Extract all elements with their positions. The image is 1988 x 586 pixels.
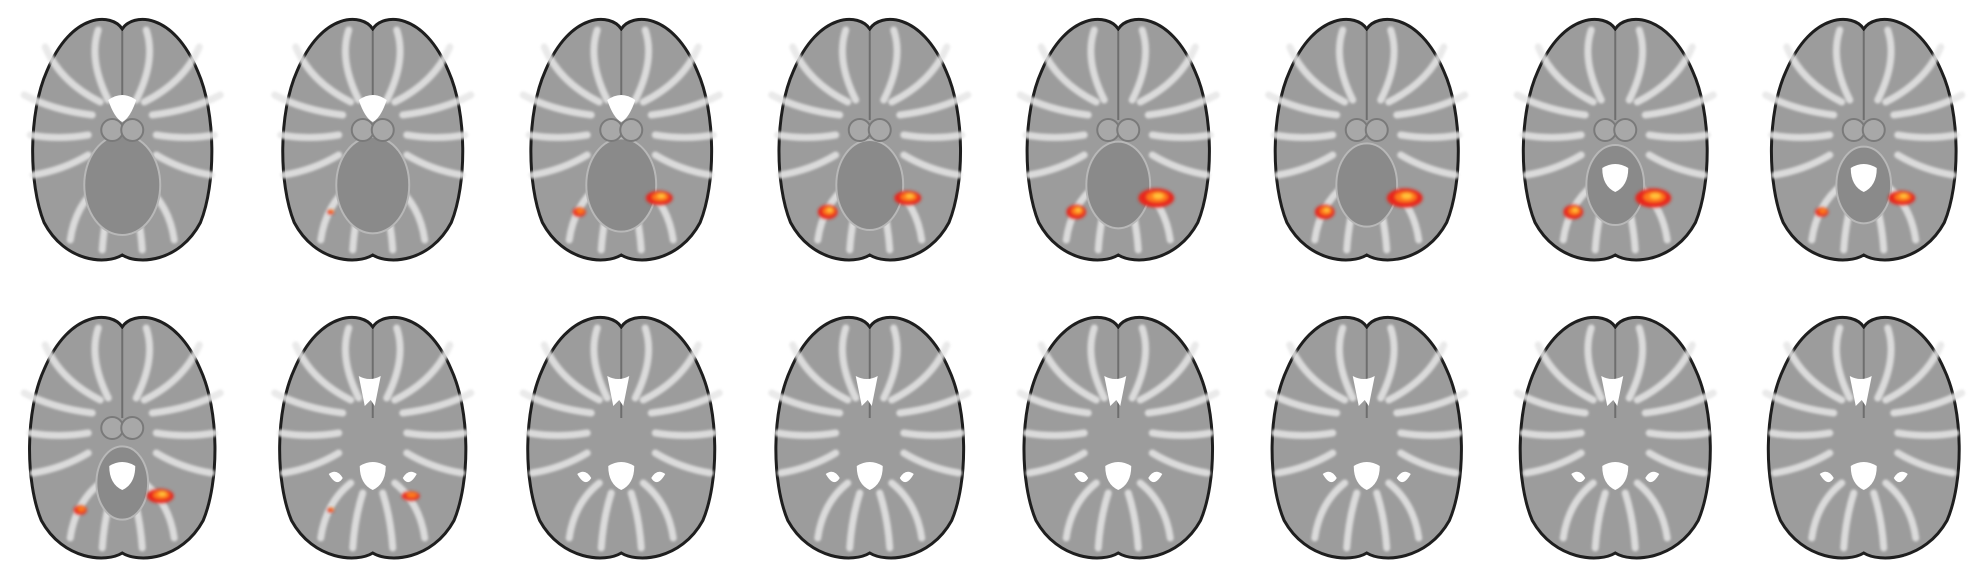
brainstem-right <box>1366 119 1388 141</box>
cerebellum <box>1336 143 1397 226</box>
activation-blob <box>74 505 87 515</box>
brain-slice <box>1766 317 1962 558</box>
activation-blob <box>327 508 334 513</box>
brain-slice <box>1269 19 1465 260</box>
cerebellum <box>586 138 656 231</box>
activation-blob <box>1815 207 1828 217</box>
brainstem-right <box>121 417 143 439</box>
brainstem-left <box>352 119 374 141</box>
brain-slice <box>24 19 220 260</box>
brainstem-left <box>1594 119 1616 141</box>
brainstem-left <box>101 119 123 141</box>
brain-slice <box>772 317 968 558</box>
brainstem-left <box>101 417 123 439</box>
brain-slice <box>1766 19 1962 260</box>
brainstem-right <box>1863 119 1885 141</box>
cerebellum <box>836 140 903 230</box>
brainstem-right <box>1117 119 1139 141</box>
activation-blob <box>1138 188 1174 207</box>
brainstem-left <box>849 119 871 141</box>
cerebellum <box>84 135 160 235</box>
activation-blob <box>402 491 420 501</box>
activation-blob <box>573 207 586 217</box>
activation-blob <box>1066 205 1086 219</box>
brain-slice <box>1517 317 1713 558</box>
cerebellum <box>336 137 409 234</box>
activation-blob <box>818 205 838 219</box>
brain-slice <box>275 19 471 260</box>
brainstem-right <box>620 119 642 141</box>
activation-blob <box>646 191 673 205</box>
brainstem-right <box>1614 119 1636 141</box>
activation-blob <box>327 210 334 215</box>
activation-blob <box>1315 205 1335 219</box>
activation-blob <box>1387 188 1423 207</box>
brain-slice <box>1269 317 1465 558</box>
cerebellum <box>1086 142 1150 229</box>
brain-slice <box>24 317 220 558</box>
brain-slice <box>523 19 719 260</box>
brain-slice <box>772 19 968 260</box>
brainstem-left <box>600 119 622 141</box>
activation-blob <box>1563 205 1583 219</box>
brainstem-right <box>372 119 394 141</box>
brainstem-right <box>121 119 143 141</box>
brain-slice <box>275 317 471 558</box>
brain-slice <box>1020 317 1216 558</box>
slices-layer <box>24 19 1962 558</box>
brainstem-right <box>869 119 891 141</box>
brainstem-left <box>1097 119 1119 141</box>
activation-blob <box>894 191 921 205</box>
activation-blob <box>147 489 174 503</box>
brainstem-left <box>1843 119 1865 141</box>
brain-slice <box>1020 19 1216 260</box>
brain-slice <box>1517 19 1713 260</box>
activation-blob <box>1635 188 1671 207</box>
brain-slice <box>523 317 719 558</box>
brainstem-left <box>1346 119 1368 141</box>
activation-blob <box>1888 191 1915 205</box>
